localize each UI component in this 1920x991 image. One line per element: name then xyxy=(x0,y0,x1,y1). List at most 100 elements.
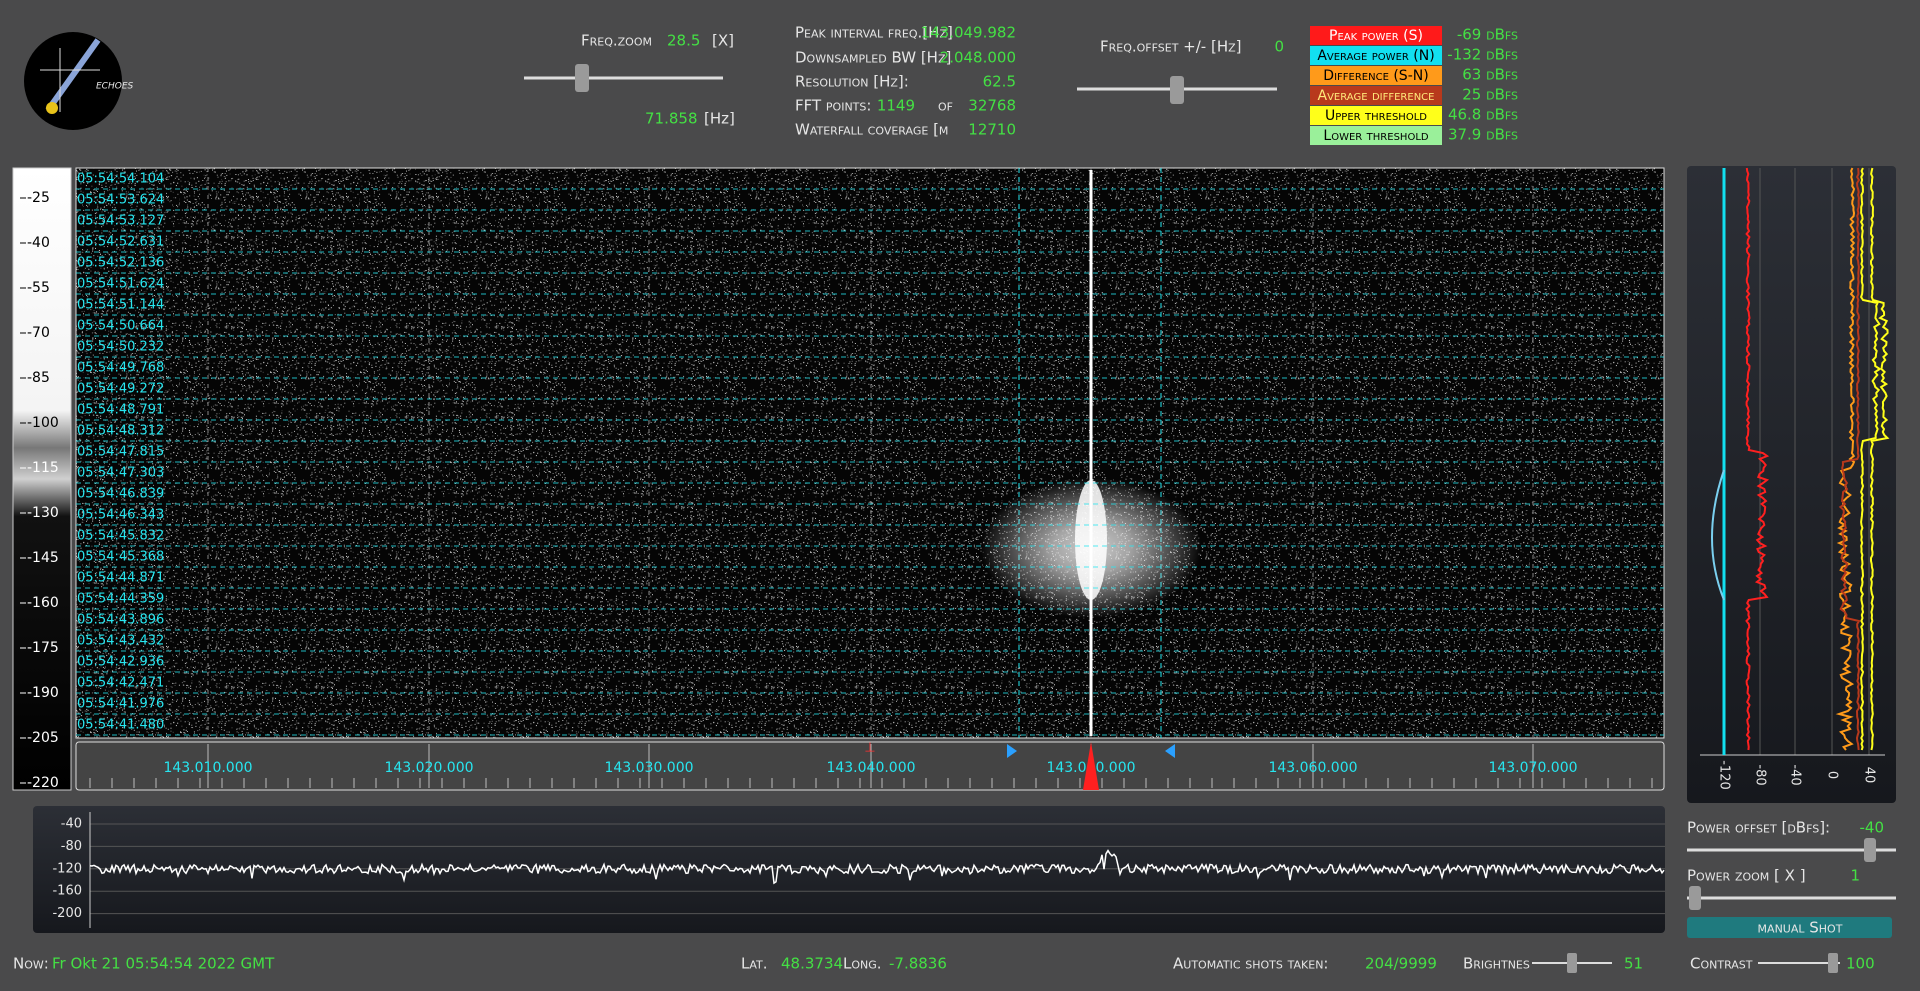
power-trace xyxy=(1838,167,1861,751)
timestamp: 05:54:53.624 xyxy=(77,193,164,208)
timestamp: 05:54:47.815 xyxy=(77,445,164,460)
freq-zoom-label: Freq.zoom xyxy=(581,32,652,50)
frequency-label: 143.070.000 xyxy=(1488,760,1577,776)
power-trace xyxy=(1745,167,1770,751)
timestamp: 05:54:54.104 xyxy=(77,172,164,187)
avg-bulge xyxy=(1711,469,1725,601)
power-label: -40 xyxy=(1788,764,1803,785)
timestamp: 05:54:49.272 xyxy=(77,382,164,397)
info-value: 62.5 xyxy=(983,73,1016,91)
manual-shot-label: manual Shot xyxy=(1758,919,1843,937)
cursor-marker: ⊥ xyxy=(864,741,875,756)
legend-swatch xyxy=(1310,46,1442,65)
frequency-label: 143.020.000 xyxy=(384,760,473,776)
power-offset-slider[interactable] xyxy=(1864,838,1876,862)
info-label: Waterfall coverage [m xyxy=(795,121,948,139)
scale-label: -55 xyxy=(27,280,50,296)
manual-shot-button[interactable] xyxy=(1687,917,1892,938)
freq-zoom-slider[interactable] xyxy=(575,64,589,92)
power-trace xyxy=(1835,167,1856,751)
spectrum-label: -200 xyxy=(52,906,82,921)
scale-label: -25 xyxy=(27,190,50,206)
scale-label: -160 xyxy=(27,595,59,611)
legend-value: -132 dBfs xyxy=(1447,46,1518,64)
contrast-label: Contrast xyxy=(1690,955,1753,973)
scale-label: -70 xyxy=(27,325,50,341)
legend-value: 46.8 dBfs xyxy=(1448,106,1518,124)
timestamp: 05:54:44.359 xyxy=(77,592,164,607)
power-offset-value: -40 xyxy=(1860,819,1885,837)
timestamp: 05:54:48.791 xyxy=(77,403,164,418)
info-label: of xyxy=(938,97,953,115)
color-scale xyxy=(12,167,72,791)
scale-label: -100 xyxy=(27,415,59,431)
scale-label: -40 xyxy=(27,235,50,251)
power-panel xyxy=(1687,166,1896,803)
timestamp: 05:54:50.664 xyxy=(77,319,164,334)
legend-label: Average difference xyxy=(1318,88,1435,104)
info-label: FFT points: xyxy=(795,97,871,115)
power-label: -80 xyxy=(1753,764,1768,785)
long-label: Long. xyxy=(843,955,882,973)
info-label: Downsampled BW [Hz] xyxy=(795,49,951,67)
upper-marker xyxy=(1165,744,1175,758)
frequency-label: 143.030.000 xyxy=(604,760,693,776)
legend-label: Upper threshold xyxy=(1325,108,1427,124)
timestamp: 05:54:53.127 xyxy=(77,214,164,229)
info-value: 1149 xyxy=(877,97,915,115)
power-plot: -120 -80 -40 0 40 xyxy=(1700,167,1890,790)
shots-value: 204/9999 xyxy=(1365,955,1437,973)
waterfall-overlay: 05:54:54.104 05:54:53.624 05:54:53.127 05:5… xyxy=(76,168,1664,738)
frequency-label: 143.040.000 xyxy=(826,760,915,776)
spectrum-trace xyxy=(89,849,1665,885)
legend-label: Difference (S-N) xyxy=(1323,68,1428,84)
legend-value: 25 dBfs xyxy=(1462,86,1518,104)
scale-label: -205 xyxy=(27,730,59,746)
peak-marker xyxy=(1083,742,1099,790)
timestamp: 05:54:41.480 xyxy=(77,718,164,733)
freq-offset-slider[interactable] xyxy=(1170,76,1184,104)
info-block: Peak interval freq.[Hz] 143.049.982 Down… xyxy=(795,24,1016,139)
frequency-label: 143.010.000 xyxy=(163,760,252,776)
legend: Peak power (S) -69 dBfs Average power (N) -… xyxy=(1310,26,1518,145)
power-zoom-value: 1 xyxy=(1850,867,1860,885)
contrast-slider[interactable] xyxy=(1828,953,1838,973)
scale-label: -190 xyxy=(27,685,59,701)
info-value: 143.049.982 xyxy=(921,24,1016,42)
lat-label: Lat. xyxy=(741,955,768,973)
timestamp: 05:54:50.232 xyxy=(77,340,164,355)
legend-label: Average power (N) xyxy=(1317,48,1434,64)
info-value: 12710 xyxy=(968,121,1016,139)
scale-label: -115 xyxy=(27,460,59,476)
color-scale-labels: -25 -40 -55 -70 -85 -100 -115 -130 -145 -160 -175 -… xyxy=(20,190,59,791)
legend-swatch xyxy=(1310,126,1442,145)
power-trace xyxy=(1859,167,1882,751)
frequency-label: 143.060.000 xyxy=(1268,760,1357,776)
spectrum-label: -40 xyxy=(61,817,82,832)
power-zoom-slider[interactable] xyxy=(1689,886,1701,910)
scale-label: -220 xyxy=(27,775,59,791)
brightness-slider[interactable] xyxy=(1567,953,1577,973)
legend-label: Peak power (S) xyxy=(1329,28,1423,44)
shots-label: Automatic shots taken: xyxy=(1173,955,1328,973)
scale-label: -145 xyxy=(27,550,59,566)
power-label: 0 xyxy=(1825,771,1840,779)
timestamp: 05:54:42.471 xyxy=(77,676,164,691)
power-offset-label: Power offset [dBfs]: xyxy=(1687,819,1830,837)
legend-swatch xyxy=(1310,66,1442,85)
timestamp: 05:54:51.624 xyxy=(77,277,164,292)
power-label: -120 xyxy=(1717,760,1732,790)
legend-swatch xyxy=(1310,86,1442,105)
brightness-label: Brightnes xyxy=(1463,955,1530,973)
lat-value: 48.3734 xyxy=(781,955,843,973)
svg-text:ECHOES: ECHOES xyxy=(96,82,134,92)
timestamp: 05:54:41.976 xyxy=(77,697,164,712)
power-zoom-label: Power zoom [ X ] xyxy=(1687,867,1806,885)
timestamp: 05:54:52.631 xyxy=(77,235,164,250)
timestamp: 05:54:43.432 xyxy=(77,634,164,649)
power-trace xyxy=(1869,167,1890,751)
timestamp: 05:54:45.832 xyxy=(77,529,164,544)
legend-label: Lower threshold xyxy=(1323,128,1428,144)
